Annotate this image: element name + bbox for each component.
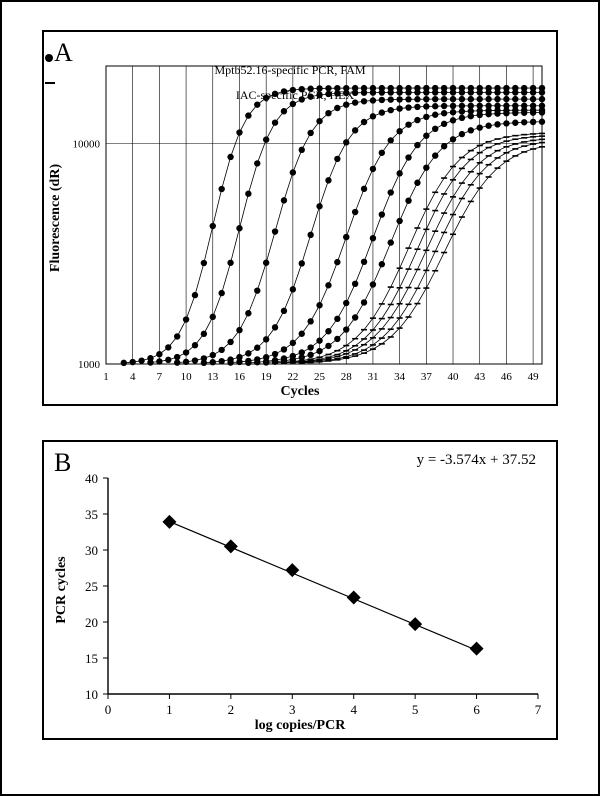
panel-b-xlabel: log copies/PCR xyxy=(255,718,346,734)
svg-text:37: 37 xyxy=(421,371,433,383)
svg-text:10000: 10000 xyxy=(73,138,101,150)
panel-a-legend: Mptb52.16-specific PCR, FAM IAC-specific… xyxy=(44,38,556,103)
svg-text:34: 34 xyxy=(394,371,406,383)
svg-text:1000: 1000 xyxy=(78,359,101,371)
svg-text:31: 31 xyxy=(367,371,378,383)
svg-text:1: 1 xyxy=(103,371,109,383)
svg-text:13: 13 xyxy=(207,371,219,383)
legend-fam-text: Mptb52.16-specific PCR, FAM xyxy=(214,63,365,77)
svg-text:46: 46 xyxy=(501,371,513,383)
svg-text:20: 20 xyxy=(85,615,98,630)
svg-text:7: 7 xyxy=(157,371,163,383)
panel-a-ylabel: Fluorescence (dR) xyxy=(48,164,64,272)
panel-b-chart: 0 1 2 3 4 5 6 7 10 15 20 25 30 35 40 xyxy=(44,442,560,742)
svg-text:30: 30 xyxy=(85,543,98,558)
svg-text:25: 25 xyxy=(314,371,326,383)
svg-text:40: 40 xyxy=(448,371,460,383)
legend-hex-text: IAC-specific PCR, HEX xyxy=(236,88,354,102)
panel-b-equation: y = -3.574x + 37.52 xyxy=(417,452,536,469)
panel-a: A Mptb52.16-specific PCR, FAM IAC-specif… xyxy=(42,30,558,406)
svg-text:5: 5 xyxy=(412,702,419,717)
svg-text:3: 3 xyxy=(289,702,296,717)
svg-text:28: 28 xyxy=(341,371,353,383)
svg-text:43: 43 xyxy=(474,371,486,383)
panel-b-ylabel: PCR cycles xyxy=(54,556,70,623)
panel-b: B y = -3.574x + 37.52 0 1 2 3 4 5 6 7 10 15 20 25 30… xyxy=(42,440,558,740)
svg-text:6: 6 xyxy=(473,702,480,717)
panel-b-label: B xyxy=(54,448,71,478)
svg-text:10: 10 xyxy=(181,371,193,383)
svg-text:2: 2 xyxy=(228,702,235,717)
svg-text:15: 15 xyxy=(85,651,98,666)
svg-text:1: 1 xyxy=(166,702,173,717)
legend-item-fam: Mptb52.16-specific PCR, FAM xyxy=(44,53,556,77)
svg-text:7: 7 xyxy=(535,702,542,717)
svg-text:4: 4 xyxy=(350,702,357,717)
panel-a-xlabel: Cycles xyxy=(281,384,320,400)
svg-text:16: 16 xyxy=(234,371,246,383)
svg-text:0: 0 xyxy=(105,702,112,717)
svg-text:35: 35 xyxy=(85,507,98,522)
svg-text:10: 10 xyxy=(85,687,98,702)
svg-text:19: 19 xyxy=(261,371,273,383)
svg-text:25: 25 xyxy=(85,579,98,594)
figure-page: A Mptb52.16-specific PCR, FAM IAC-specif… xyxy=(0,0,600,796)
svg-text:49: 49 xyxy=(528,371,540,383)
legend-item-hex: IAC-specific PCR, HEX xyxy=(44,78,556,102)
svg-text:40: 40 xyxy=(85,471,98,486)
svg-text:4: 4 xyxy=(130,371,136,383)
svg-text:22: 22 xyxy=(287,371,298,383)
